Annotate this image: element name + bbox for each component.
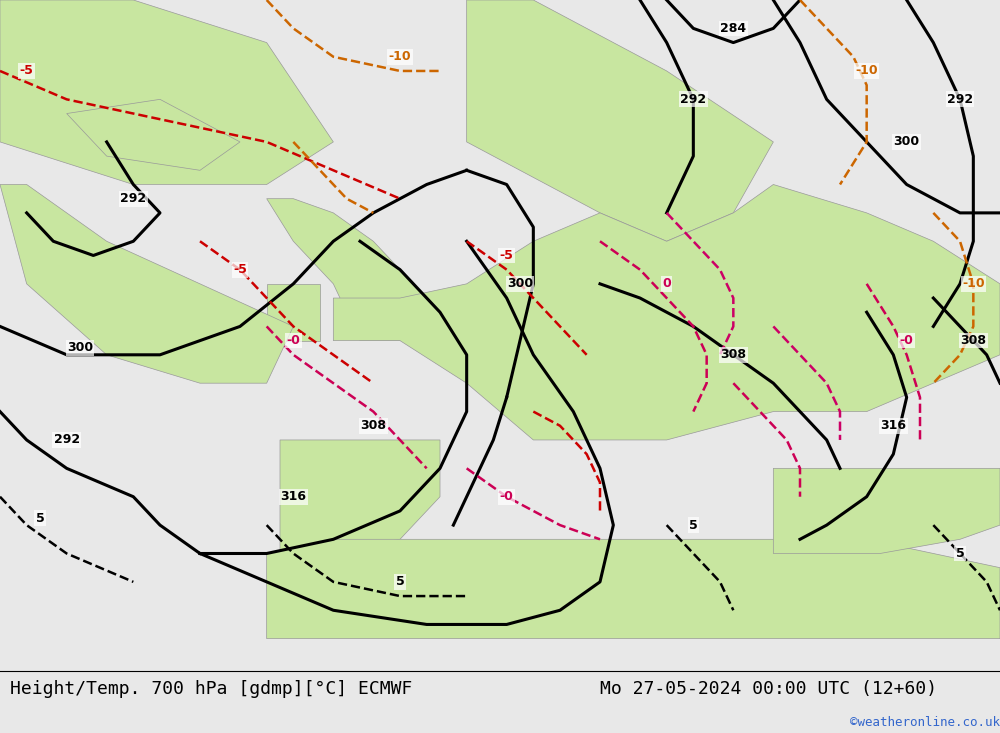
Polygon shape bbox=[773, 468, 1000, 553]
Polygon shape bbox=[67, 100, 240, 170]
Text: 292: 292 bbox=[680, 93, 706, 106]
Text: -5: -5 bbox=[20, 65, 34, 78]
Text: 292: 292 bbox=[54, 433, 80, 446]
Polygon shape bbox=[267, 199, 427, 341]
Text: 5: 5 bbox=[36, 512, 44, 525]
Text: 308: 308 bbox=[720, 348, 746, 361]
Polygon shape bbox=[467, 0, 773, 241]
Text: -10: -10 bbox=[389, 51, 411, 63]
Text: 308: 308 bbox=[360, 419, 386, 432]
Polygon shape bbox=[0, 185, 293, 383]
Polygon shape bbox=[280, 440, 440, 553]
Text: -5: -5 bbox=[500, 249, 514, 262]
Text: 300: 300 bbox=[67, 341, 93, 354]
Text: -10: -10 bbox=[962, 277, 985, 290]
Text: -5: -5 bbox=[233, 263, 247, 276]
Text: 5: 5 bbox=[396, 575, 404, 589]
Text: 5: 5 bbox=[956, 547, 964, 560]
Text: -0: -0 bbox=[500, 490, 514, 504]
Text: 5: 5 bbox=[689, 519, 698, 531]
Text: 308: 308 bbox=[960, 334, 986, 347]
Text: 316: 316 bbox=[880, 419, 906, 432]
Text: Height/Temp. 700 hPa [gdmp][°C] ECMWF: Height/Temp. 700 hPa [gdmp][°C] ECMWF bbox=[10, 680, 412, 698]
Text: Mo 27-05-2024 00:00 UTC (12+60): Mo 27-05-2024 00:00 UTC (12+60) bbox=[600, 680, 937, 698]
Text: 284: 284 bbox=[720, 22, 746, 35]
Text: 0: 0 bbox=[662, 277, 671, 290]
Polygon shape bbox=[267, 284, 320, 341]
Text: ©weatheronline.co.uk: ©weatheronline.co.uk bbox=[850, 715, 1000, 729]
Polygon shape bbox=[333, 185, 1000, 440]
Text: 292: 292 bbox=[947, 93, 973, 106]
Text: 316: 316 bbox=[280, 490, 306, 504]
Text: 300: 300 bbox=[507, 277, 533, 290]
Text: 292: 292 bbox=[120, 192, 146, 205]
Text: -0: -0 bbox=[286, 334, 300, 347]
Text: -10: -10 bbox=[855, 65, 878, 78]
Polygon shape bbox=[0, 0, 333, 185]
Text: -0: -0 bbox=[900, 334, 914, 347]
Text: 300: 300 bbox=[894, 136, 920, 148]
Polygon shape bbox=[267, 539, 1000, 638]
